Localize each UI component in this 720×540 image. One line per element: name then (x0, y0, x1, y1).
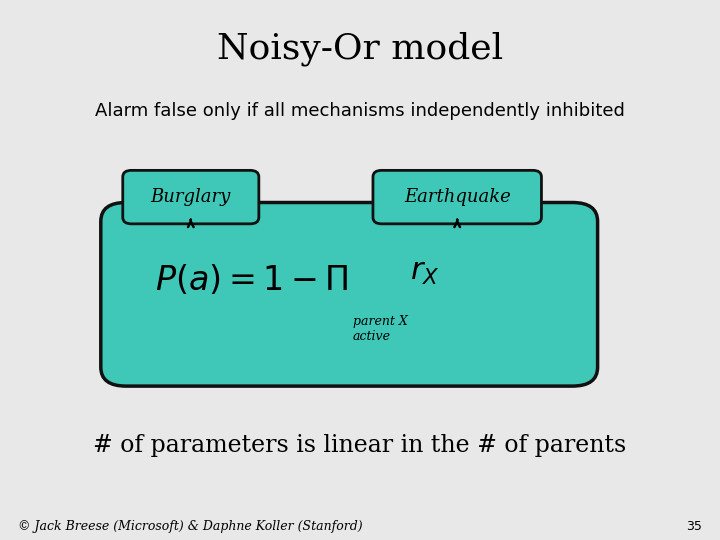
Text: © Jack Breese (Microsoft) & Daphne Koller (Stanford): © Jack Breese (Microsoft) & Daphne Kolle… (18, 520, 363, 533)
Text: parent X
active: parent X active (353, 315, 408, 343)
Text: Noisy-Or model: Noisy-Or model (217, 31, 503, 66)
Text: Earthquake: Earthquake (404, 188, 510, 206)
Text: Burglary: Burglary (150, 188, 231, 206)
Text: $P(a) = 1 - \Pi$: $P(a) = 1 - \Pi$ (155, 263, 348, 296)
Text: $r_X$: $r_X$ (410, 256, 440, 287)
FancyBboxPatch shape (373, 171, 541, 224)
Text: # of parameters is linear in the # of parents: # of parameters is linear in the # of pa… (94, 434, 626, 457)
FancyBboxPatch shape (101, 202, 598, 386)
Text: 35: 35 (686, 520, 702, 533)
FancyBboxPatch shape (122, 171, 259, 224)
Text: Alarm false only if all mechanisms independently inhibited: Alarm false only if all mechanisms indep… (95, 102, 625, 120)
